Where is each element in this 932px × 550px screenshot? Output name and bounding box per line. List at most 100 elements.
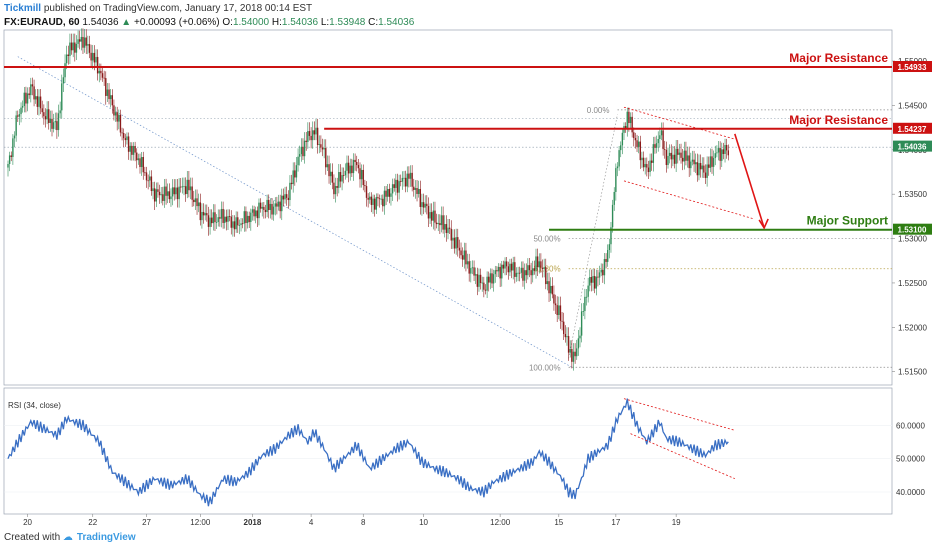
fib-connector	[568, 114, 618, 359]
candle-body	[175, 187, 177, 195]
candle-body	[158, 191, 161, 196]
candle-body	[582, 311, 584, 312]
candle-body	[690, 161, 692, 169]
candle-body	[36, 96, 39, 107]
candle-body	[238, 224, 241, 226]
candle-body	[722, 149, 725, 155]
candles-layer	[7, 28, 729, 371]
candle-body	[87, 44, 89, 46]
candle-body	[667, 155, 669, 166]
candle-body	[140, 157, 143, 168]
candle-body	[165, 186, 167, 196]
candle-body	[463, 250, 465, 260]
brand-name[interactable]: Tickmill	[4, 3, 42, 14]
candle-body	[321, 147, 324, 150]
candle-body	[292, 170, 294, 185]
candle-body	[144, 172, 146, 174]
candle-body	[178, 186, 180, 200]
candle-body	[406, 173, 408, 187]
candle-body	[481, 282, 483, 284]
candle-body	[593, 276, 596, 289]
candle-body	[724, 145, 726, 155]
candle-body	[470, 268, 472, 274]
candle-body	[629, 116, 632, 124]
candle-body	[665, 149, 668, 166]
candle-body	[299, 154, 301, 157]
candle-body	[383, 190, 386, 207]
candle-body	[82, 36, 84, 48]
candle-body	[150, 176, 153, 192]
candle-body	[43, 112, 45, 117]
candle-body	[577, 338, 580, 349]
candle-body	[354, 159, 356, 163]
candle-body	[255, 210, 257, 217]
candle-body	[400, 181, 402, 182]
price-tick-label: 1.53000	[898, 235, 927, 244]
candle-body	[372, 198, 374, 205]
low-label: L:	[320, 17, 330, 28]
candle-body	[147, 180, 149, 182]
candle-body	[116, 112, 118, 122]
price-axis: 1.550001.545001.540001.535001.530001.525…	[892, 57, 932, 497]
fib-level-label: 0.00%	[587, 106, 610, 115]
candle-body	[281, 195, 283, 212]
candle-body	[574, 351, 576, 357]
candle-body	[357, 165, 360, 169]
candle-body	[186, 179, 188, 195]
candle-body	[391, 184, 394, 194]
candle-body	[98, 70, 100, 74]
candle-body	[651, 160, 653, 163]
candle-body	[556, 305, 558, 315]
candle-body	[39, 96, 42, 109]
created-with: Created with	[4, 532, 61, 543]
candle-body	[727, 150, 729, 156]
rsi-channel-lower	[630, 433, 735, 480]
time-tick-label: 19	[672, 518, 681, 527]
candle-body	[468, 261, 470, 274]
candle-body	[688, 155, 690, 169]
candle-body	[558, 305, 560, 315]
candle-body	[189, 186, 192, 191]
candle-body	[356, 162, 358, 166]
open-value: 1.54000	[232, 17, 270, 28]
candle-body	[672, 154, 674, 160]
candle-body	[553, 294, 555, 304]
candle-body	[382, 198, 384, 207]
candle-body	[287, 197, 289, 201]
published-text: published on TradingView.com, January 17…	[43, 3, 313, 14]
candle-body	[95, 56, 97, 63]
candle-body	[695, 162, 697, 165]
candle-body	[44, 116, 47, 120]
candle-body	[398, 181, 400, 193]
candle-body	[647, 167, 650, 173]
candle-body	[563, 321, 565, 335]
candle-body	[515, 272, 518, 277]
candle-body	[118, 114, 120, 122]
candle-body	[227, 216, 229, 222]
candle-body	[714, 153, 716, 159]
candle-body	[370, 196, 373, 205]
candle-body	[127, 136, 130, 152]
candle-body	[634, 138, 637, 141]
candle-body	[525, 270, 527, 276]
low-value: 1.53948	[329, 17, 366, 28]
candle-body	[567, 336, 570, 353]
candle-body	[62, 77, 65, 84]
candle-body	[514, 262, 516, 277]
candle-body	[569, 348, 571, 353]
candle-body	[224, 216, 226, 223]
candle-body	[662, 130, 664, 150]
candle-body	[613, 191, 615, 205]
candle-body	[289, 182, 291, 201]
candle-body	[310, 135, 312, 141]
price-tick-label: 1.52000	[898, 323, 927, 332]
candle-body	[545, 267, 547, 285]
candle-body	[100, 70, 102, 74]
candle-body	[113, 105, 115, 116]
candle-body	[235, 217, 237, 230]
tradingview-link[interactable]: TradingView	[76, 532, 136, 543]
candle-body	[600, 269, 602, 273]
candle-body	[652, 144, 655, 163]
time-tick-label: 15	[554, 518, 563, 527]
